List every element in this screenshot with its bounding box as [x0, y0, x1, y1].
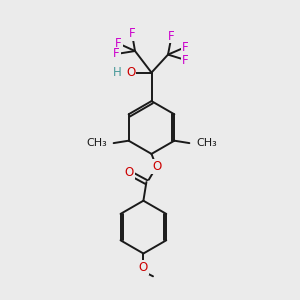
Text: F: F [113, 47, 120, 61]
Text: F: F [115, 37, 122, 50]
Text: O: O [139, 261, 148, 274]
Text: CH₃: CH₃ [196, 138, 217, 148]
Text: O: O [126, 66, 135, 79]
Text: O: O [125, 166, 134, 179]
Text: O: O [152, 160, 161, 173]
Text: H: H [113, 66, 122, 79]
Text: F: F [182, 53, 189, 67]
Text: F: F [182, 40, 189, 54]
Text: CH₃: CH₃ [86, 138, 107, 148]
Text: F: F [129, 27, 135, 40]
Text: F: F [168, 29, 175, 43]
